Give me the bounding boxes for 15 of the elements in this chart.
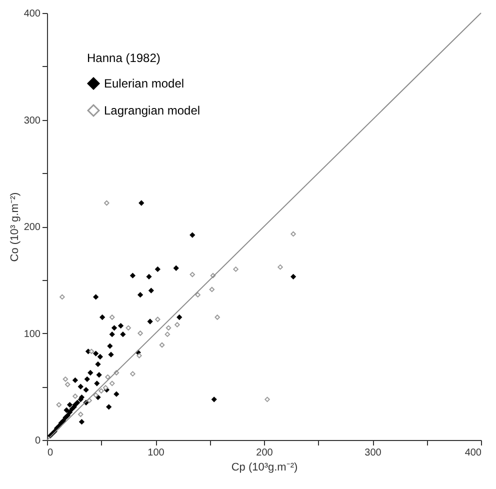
y-tick-label: 400 (24, 8, 41, 20)
x-tick-label: 100 (148, 448, 165, 458)
x-tick-label: 300 (364, 448, 382, 458)
y-tick-label: 300 (24, 115, 41, 126)
y-tick-label: 100 (24, 328, 41, 340)
y-tick-label: 200 (24, 222, 41, 233)
x-tick-label: 0 (48, 448, 54, 458)
x-axis-title: Cp (10³g.m⁻²) (231, 462, 298, 474)
legend-title: Hanna (1982) (87, 51, 160, 65)
x-tick-label: 200 (256, 448, 274, 458)
y-tick-label: 0 (34, 436, 41, 446)
legend-label: Lagrangian model (104, 104, 200, 118)
x-tick-label: 400 (464, 448, 482, 458)
legend-label: Eulerian model (104, 76, 184, 90)
y-axis-title: Co (10³ g.m⁻²) (8, 192, 21, 262)
